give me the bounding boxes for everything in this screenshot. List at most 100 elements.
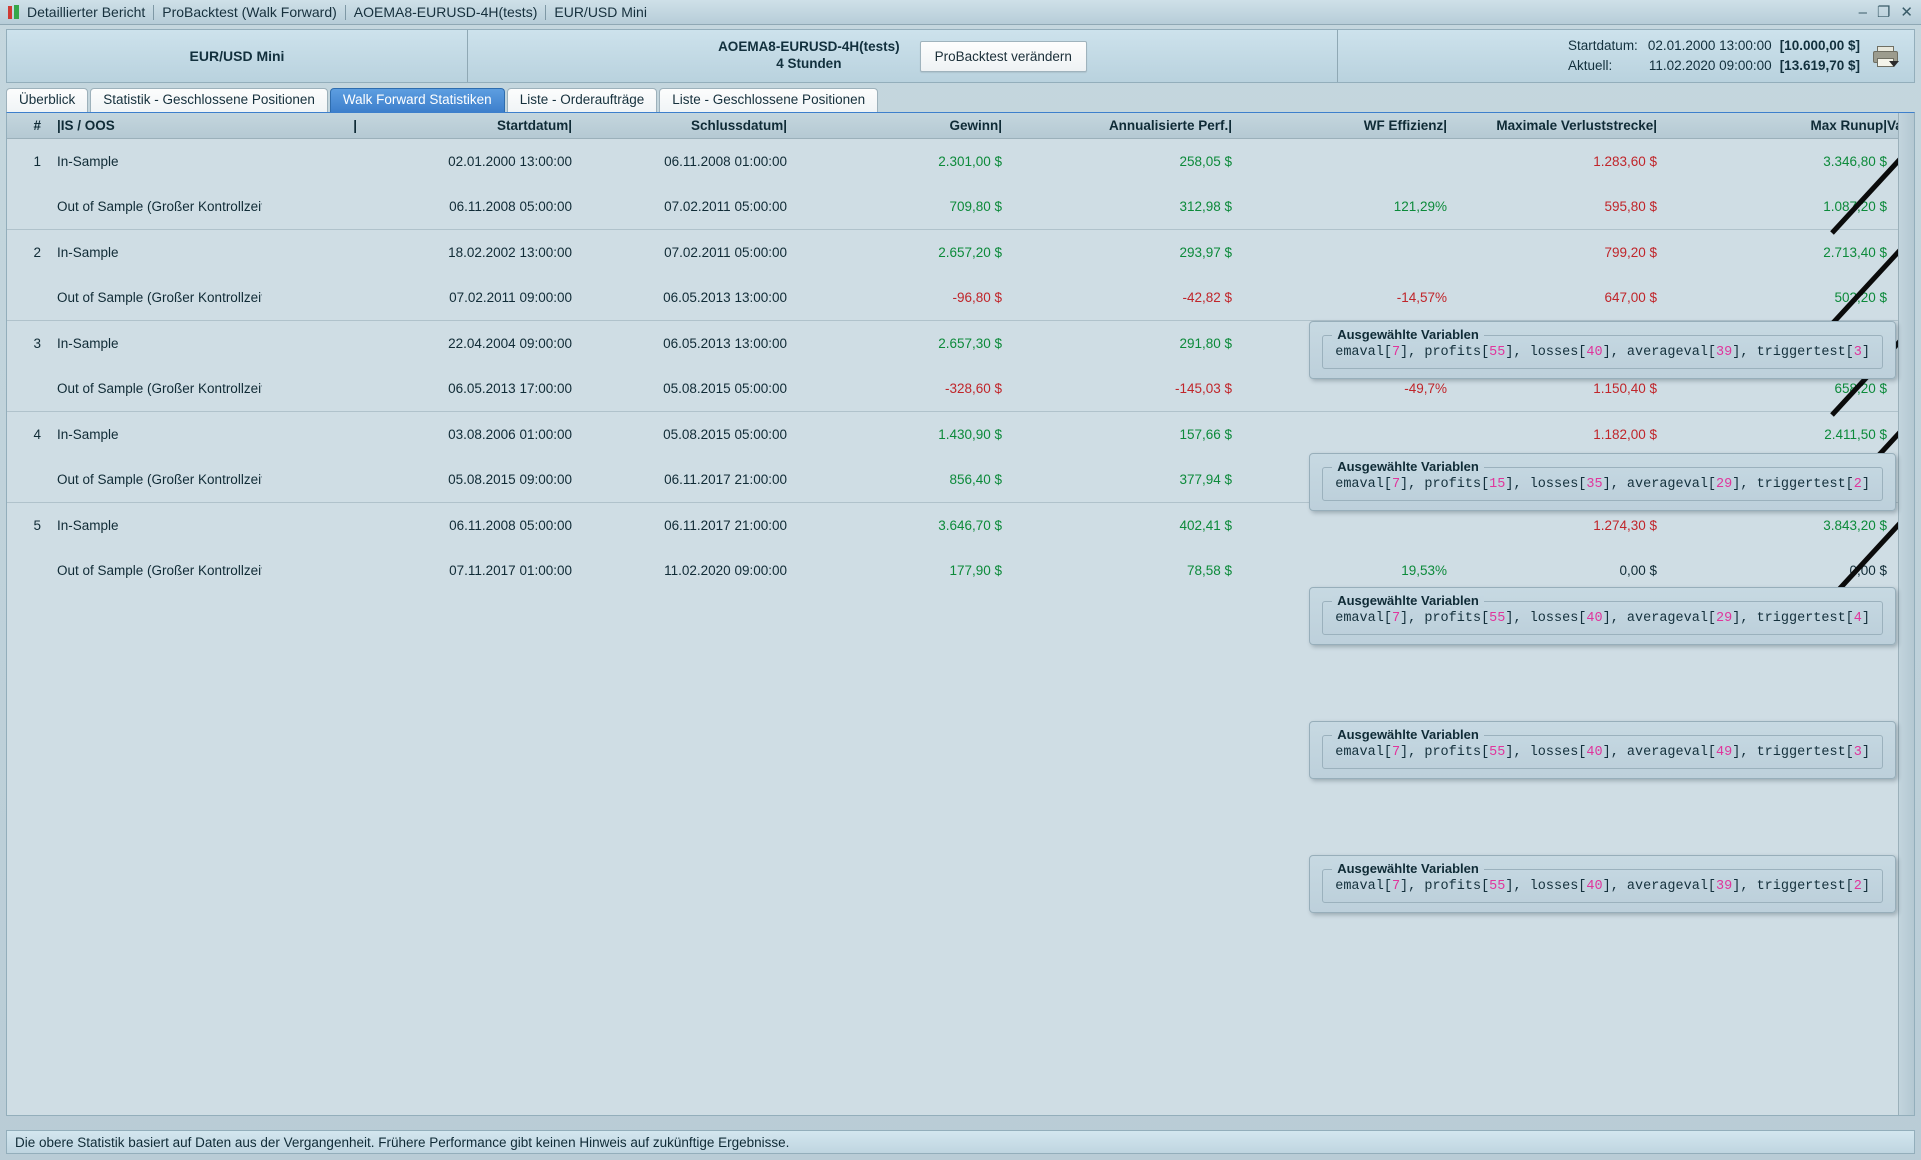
variable-close: ], <box>1400 611 1425 626</box>
variable-name: averageval[ <box>1626 745 1717 760</box>
variable-index: 29 <box>1716 611 1733 626</box>
row-gain: 177,90 $ <box>949 563 1002 578</box>
tab-geschlossene[interactable]: Liste - Geschlossene Positionen <box>659 88 879 112</box>
variable-close: ], <box>1505 477 1530 492</box>
selected-variables-tooltip: Ausgewählte Variablen emaval[7], profits[… <box>1309 721 1896 779</box>
variable-close: ], <box>1732 745 1757 760</box>
variable-name: triggertest[ <box>1756 345 1854 360</box>
variable-name: profits[ <box>1424 611 1490 626</box>
variable-close: ] <box>1861 879 1870 894</box>
disclaimer-text: Die obere Statistik basiert auf Daten au… <box>15 1134 790 1150</box>
row-annual-perf: -145,03 $ <box>1174 381 1232 396</box>
table-row[interactable]: Out of Sample (Großer Kontrollzeitr... 06… <box>7 366 1914 411</box>
table-row[interactable]: Out of Sample (Großer Kontrollzeitr... 07… <box>7 275 1914 320</box>
header-num[interactable]: # <box>33 118 41 133</box>
header-is-oos[interactable]: |IS / OOS <box>57 118 115 133</box>
close-icon[interactable]: ✕ <box>1900 4 1913 21</box>
row-max-runup: 1.087,20 $ <box>1823 199 1887 214</box>
row-gain: 856,40 $ <box>949 472 1002 487</box>
header-runup[interactable]: Max Runup| <box>1810 118 1887 133</box>
row-gain: -96,80 $ <box>952 290 1002 305</box>
row-max-drawdown: 1.182,00 $ <box>1593 427 1657 442</box>
variable-name: emaval[ <box>1335 477 1392 492</box>
titlebar-segment-probacktest: ProBacktest (Walk Forward) <box>162 4 337 20</box>
tab-orderauftrage[interactable]: Liste - Orderaufträge <box>506 88 658 112</box>
header-wf[interactable]: WF Effizienz| <box>1363 118 1447 133</box>
row-end-date: 06.05.2013 13:00:00 <box>663 336 787 351</box>
restore-icon[interactable]: ❐ <box>1876 4 1891 21</box>
row-annual-perf: 312,98 $ <box>1179 199 1232 214</box>
row-wf-efficiency: -49,7% <box>1404 381 1447 396</box>
tooltip-variables: emaval[7], profits[55], losses[40], aver… <box>1335 879 1870 894</box>
current-date-value: 11.02.2020 09:00:00 <box>1648 58 1772 73</box>
header-gain[interactable]: Gewinn| <box>949 118 1002 133</box>
variable-name: profits[ <box>1424 745 1490 760</box>
row-start-date: 06.11.2008 05:00:00 <box>449 518 572 533</box>
variable-index: 55 <box>1489 879 1506 894</box>
table-body: 1 In-Sample 02.01.2000 13:00:00 06.11.2008 … <box>7 139 1914 599</box>
variable-close: ] <box>1861 611 1870 626</box>
row-max-drawdown: 0,00 $ <box>1619 563 1657 578</box>
row-max-runup: 2.713,40 $ <box>1823 245 1887 260</box>
variable-index: 55 <box>1489 611 1506 626</box>
variable-name: emaval[ <box>1335 879 1392 894</box>
variable-name: profits[ <box>1424 345 1490 360</box>
row-end-date: 07.02.2011 05:00:00 <box>664 199 787 214</box>
row-index: 5 <box>33 518 41 533</box>
header-enddate[interactable]: Schlussdatum| <box>690 118 787 133</box>
variable-close: ], <box>1602 611 1627 626</box>
variable-index: 40 <box>1586 345 1603 360</box>
header-drawdown[interactable]: Maximale Verluststrecke| <box>1496 118 1657 133</box>
tooltip-variables: emaval[7], profits[55], losses[40], aver… <box>1335 745 1870 760</box>
variable-close: ], <box>1602 345 1627 360</box>
table-row-group: 5 In-Sample 06.11.2008 05:00:00 06.11.2017 … <box>7 503 1914 599</box>
variable-index: 39 <box>1716 879 1733 894</box>
printer-icon[interactable] <box>1872 45 1899 67</box>
variable-index: 7 <box>1391 879 1401 894</box>
row-start-date: 05.08.2015 09:00:00 <box>448 472 572 487</box>
tooltip-title: Ausgewählte Variablen <box>1332 593 1484 608</box>
tab-uberblick[interactable]: Überblick <box>6 88 89 112</box>
variable-index: 7 <box>1391 745 1401 760</box>
strategy-name: AOEMA8-EURUSD-4H(tests) <box>718 39 900 55</box>
row-max-runup: 658,20 $ <box>1834 381 1887 396</box>
tab-statistik[interactable]: Statistik - Geschlossene Positionen <box>90 88 328 112</box>
variable-name: profits[ <box>1424 879 1490 894</box>
tab-walk-forward[interactable]: Walk Forward Statistiken <box>329 88 505 112</box>
row-index: 2 <box>33 245 41 260</box>
variable-name: averageval[ <box>1626 477 1717 492</box>
table-row[interactable]: 2 In-Sample 18.02.2002 13:00:00 07.02.2011 … <box>7 230 1914 275</box>
table-row-group: 1 In-Sample 02.01.2000 13:00:00 06.11.2008 … <box>7 139 1914 235</box>
row-sample-label: In-Sample <box>57 245 119 260</box>
row-start-date: 07.02.2011 09:00:00 <box>449 290 572 305</box>
header-spacer[interactable]: | <box>353 118 357 133</box>
variable-index: 3 <box>1853 345 1862 360</box>
variable-close: ], <box>1505 745 1530 760</box>
variable-index: 3 <box>1853 745 1862 760</box>
variable-name: profits[ <box>1424 477 1490 492</box>
row-gain: 3.646,70 $ <box>938 518 1002 533</box>
table-row[interactable]: 1 In-Sample 02.01.2000 13:00:00 06.11.2008 … <box>7 139 1914 184</box>
header-annual[interactable]: Annualisierte Perf.| <box>1108 118 1232 133</box>
tooltip-variables: emaval[7], profits[55], losses[40], aver… <box>1335 611 1870 626</box>
row-end-date: 05.08.2015 05:00:00 <box>663 427 787 442</box>
row-gain: 2.657,20 $ <box>938 245 1002 260</box>
variable-name: triggertest[ <box>1756 477 1854 492</box>
modify-probacktest-button[interactable]: ProBacktest verändern <box>919 40 1087 72</box>
table-row-group: 2 In-Sample 18.02.2002 13:00:00 07.02.2011 … <box>7 230 1914 326</box>
status-bar: Die obere Statistik basiert auf Daten au… <box>6 1130 1915 1154</box>
header-startdate[interactable]: Startdatum| <box>496 118 572 133</box>
vertical-scrollbar[interactable] <box>1898 113 1914 1115</box>
row-end-date: 06.11.2008 01:00:00 <box>664 154 787 169</box>
table-row[interactable]: 4 In-Sample 03.08.2006 01:00:00 05.08.2015 … <box>7 412 1914 457</box>
variable-close: ], <box>1732 477 1757 492</box>
row-end-date: 05.08.2015 05:00:00 <box>663 381 787 396</box>
table-row[interactable]: Out of Sample (Großer Kontrollzeitr... 06… <box>7 184 1914 229</box>
minimize-icon[interactable]: – <box>1858 4 1867 21</box>
row-annual-perf: -42,82 $ <box>1182 290 1232 305</box>
row-start-date: 06.05.2013 17:00:00 <box>448 381 572 396</box>
row-annual-perf: 377,94 $ <box>1179 472 1232 487</box>
row-start-date: 22.04.2004 09:00:00 <box>448 336 572 351</box>
row-end-date: 07.02.2011 05:00:00 <box>664 245 787 260</box>
variable-close: ], <box>1732 879 1757 894</box>
